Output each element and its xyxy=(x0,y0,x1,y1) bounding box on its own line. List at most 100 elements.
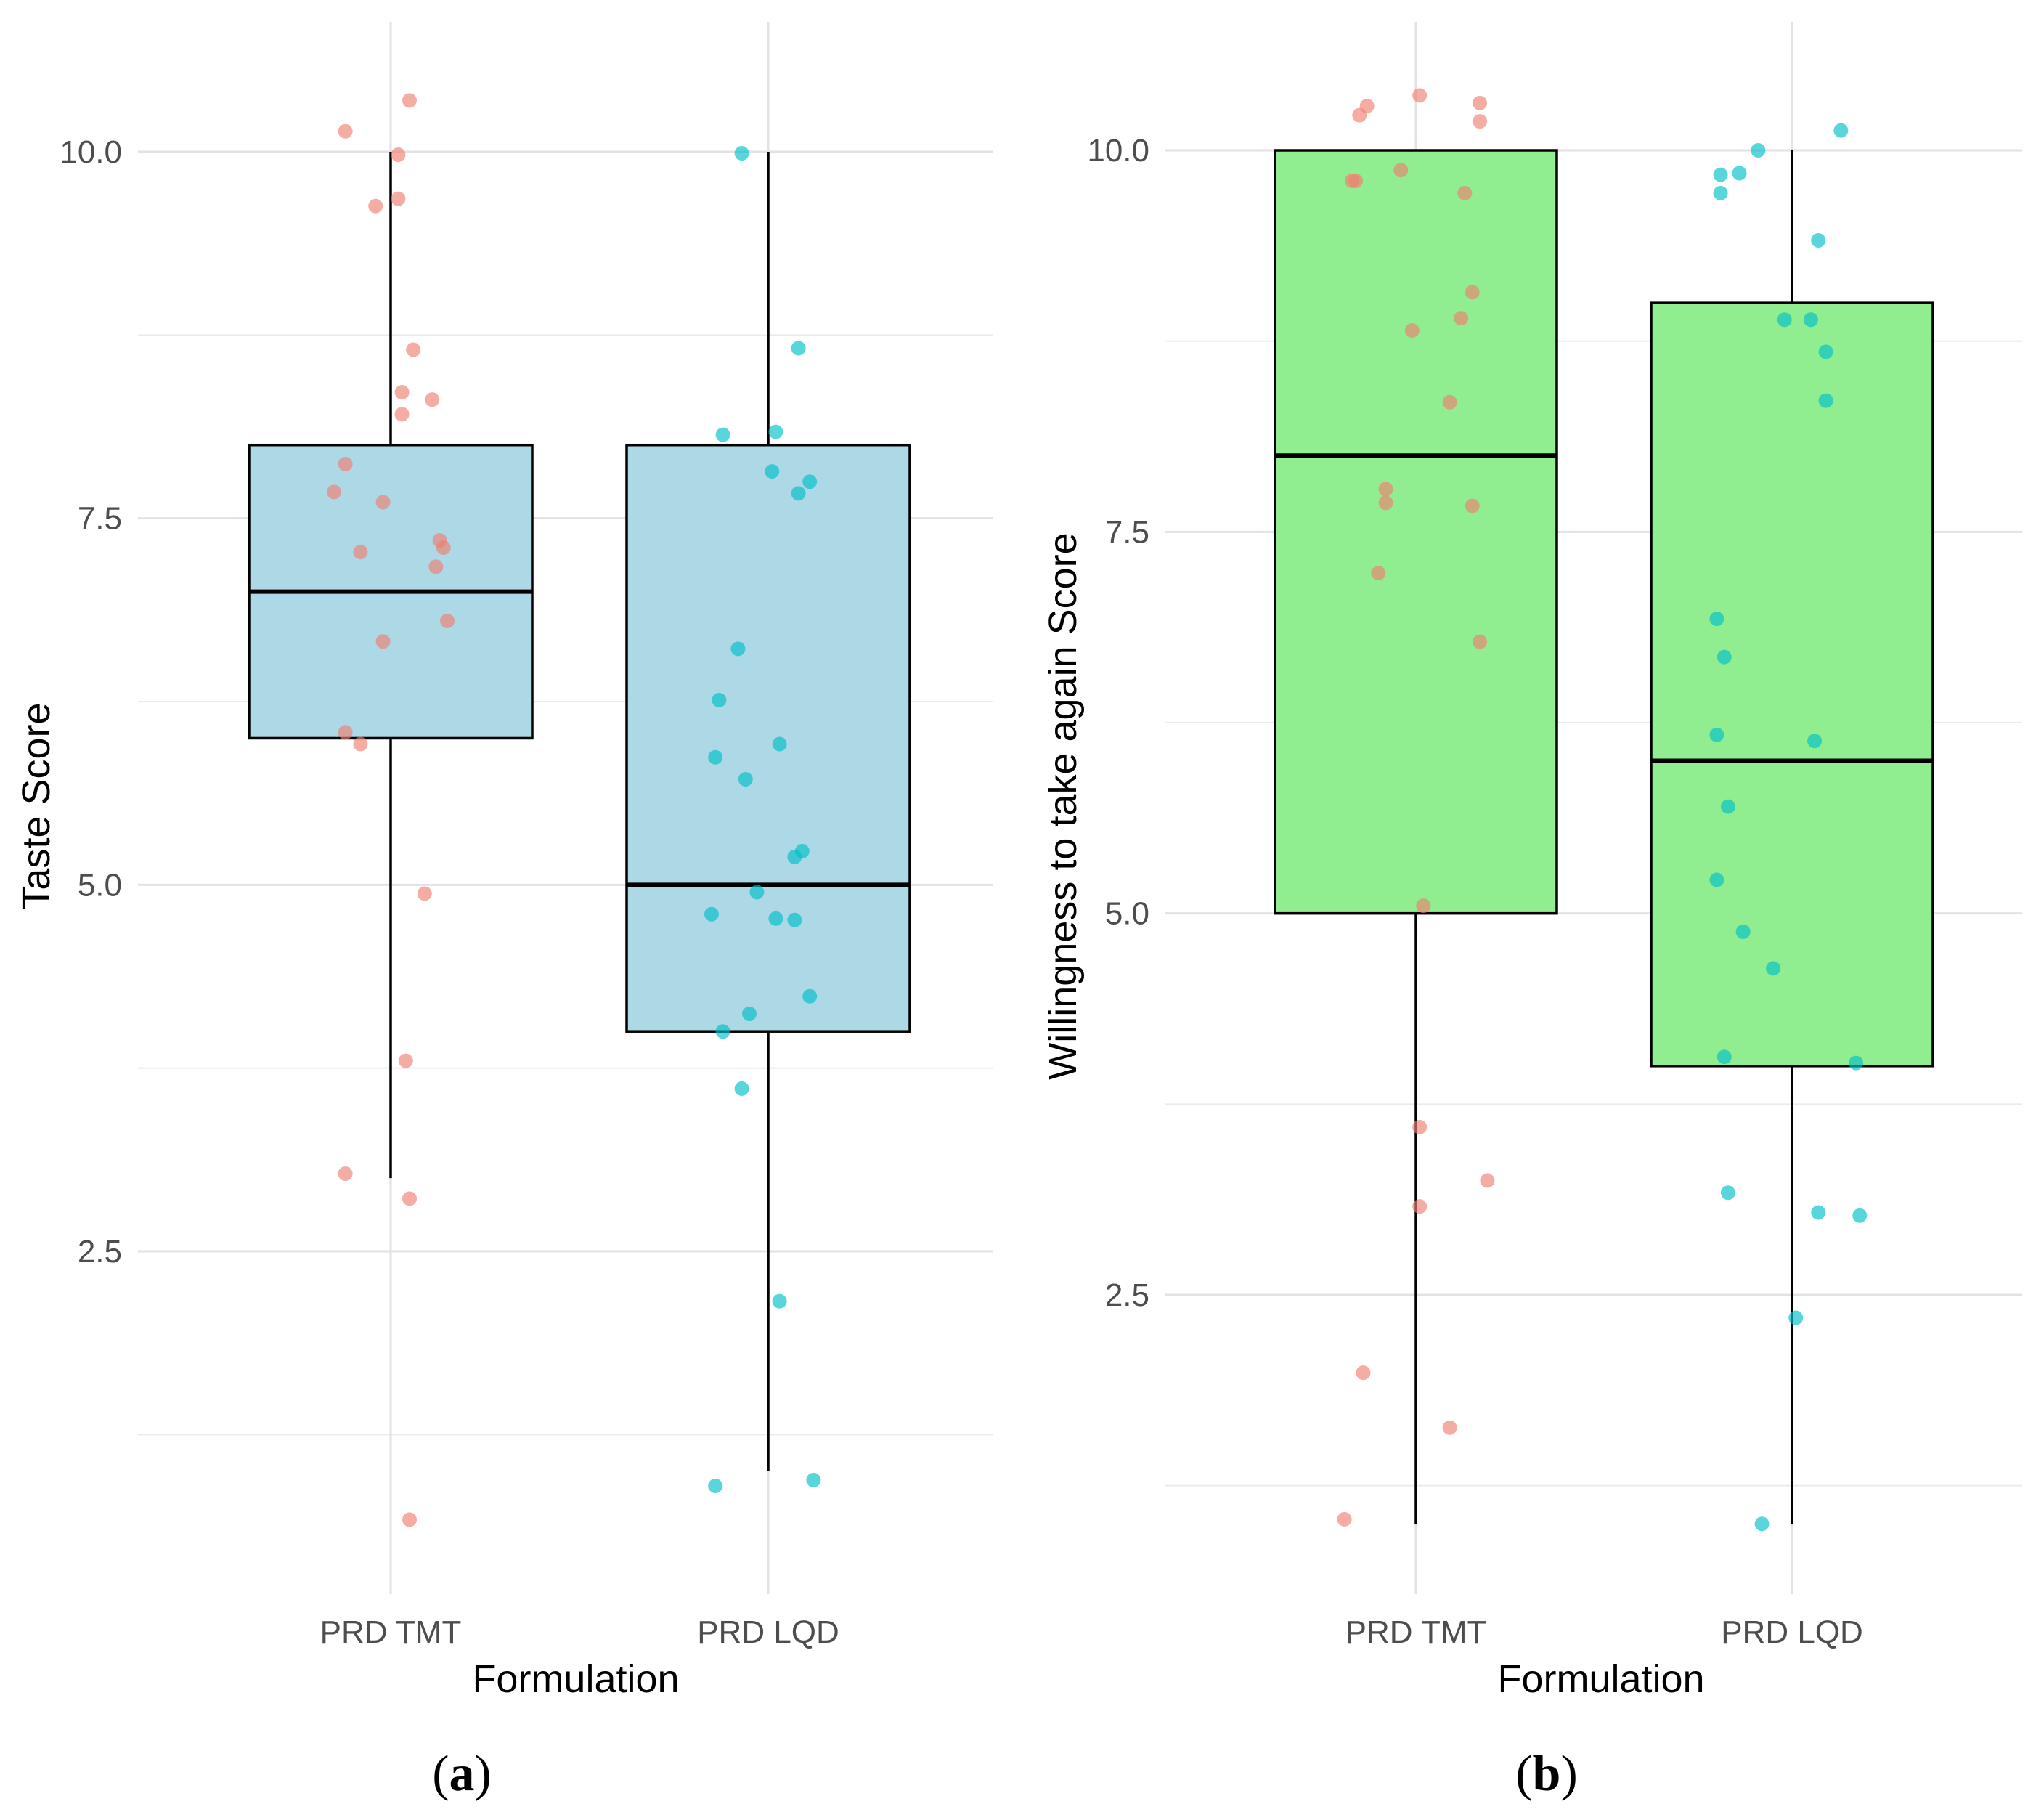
panel-a-prd-tmt-point xyxy=(338,456,353,471)
panel-a-x-axis-title: Formulation xyxy=(472,1657,679,1701)
panel-a-prd-lqd-point xyxy=(787,849,802,864)
panel-b-prd-lqd-point xyxy=(1818,344,1833,359)
panel-a-prd-lqd-point xyxy=(749,885,765,900)
panel-a-prd-lqd-point xyxy=(772,1293,787,1309)
panel-b-label: (b) xyxy=(1515,1746,1578,1802)
panel-b-prd-lqd-point xyxy=(1818,393,1833,408)
panel-a-y-tick-label: 2.5 xyxy=(78,1234,122,1269)
panel-b-prd-tmt-point xyxy=(1393,163,1409,178)
panel-b-letter: b xyxy=(1533,1746,1561,1802)
panel-a-prd-tmt-point xyxy=(394,385,410,400)
panel-a-prd-lqd-point xyxy=(772,736,787,752)
panel-b-prd-tmt-point xyxy=(1412,1199,1428,1214)
panel-a-prd-tmt-point xyxy=(398,1053,413,1068)
panel-b-prd-lqd-point xyxy=(1788,1310,1804,1325)
panel-b-prd-lqd-point xyxy=(1751,143,1766,158)
panel-a-prd-tmt-point xyxy=(428,559,444,574)
panel-b-prd-lqd-point xyxy=(1754,1516,1770,1532)
panel-a-prd-lqd-point xyxy=(791,341,806,356)
panel-a-prd-lqd-point xyxy=(708,1478,723,1493)
panel-a-prd-lqd-point xyxy=(734,1081,749,1096)
panel-b-prd-tmt-point xyxy=(1442,394,1457,410)
panel-a-taste-score: 2.5 5.0 7.5 10.0 PRD TMT PRD LQD Formulation… xyxy=(15,22,993,1802)
panel-b-y-ticks: 2.5 5.0 7.5 10.0 xyxy=(1087,133,1149,1313)
panel-a-prd-tmt-point xyxy=(353,736,368,752)
panel-a-prd-lqd-point xyxy=(715,1024,730,1039)
panel-a-prd-tmt-point xyxy=(402,1512,417,1527)
panel-a-prd-lqd-point xyxy=(704,906,719,922)
panel-a-x-tick-label: PRD LQD xyxy=(697,1614,839,1650)
panel-b-y-axis-title: Willingness to take again Score xyxy=(1041,532,1085,1079)
panel-b-y-tick-label: 10.0 xyxy=(1087,133,1149,168)
panel-b-x-tick-label: PRD TMT xyxy=(1345,1614,1487,1650)
panel-a-prd-tmt-point xyxy=(338,725,353,740)
panel-b-prd-tmt-point xyxy=(1412,88,1428,103)
panel-a-prd-tmt-point xyxy=(391,191,406,206)
panel-b-prd-lqd-point xyxy=(1709,727,1724,742)
panel-a-prd-lqd-point xyxy=(742,1006,757,1021)
panel-a-prd-tmt-point xyxy=(338,123,353,139)
panel-b-prd-tmt-point xyxy=(1416,898,1431,914)
panel-a-prd-lqd-point xyxy=(730,641,746,657)
panel-a-x-ticks: PRD TMT PRD LQD xyxy=(320,1614,839,1650)
panel-b-prd-tmt-point xyxy=(1378,482,1393,497)
panel-b-prd-lqd-point xyxy=(1852,1208,1868,1223)
panel-b-prd-lqd-point xyxy=(1732,166,1747,181)
panel-a-letter: a xyxy=(449,1746,475,1802)
panel-a-y-ticks: 2.5 5.0 7.5 10.0 xyxy=(60,134,122,1269)
panel-a-prd-lqd-point xyxy=(734,146,749,161)
panel-b-x-axis-title: Formulation xyxy=(1497,1657,1704,1701)
panel-b-prd-tmt-point xyxy=(1480,1173,1495,1188)
panel-a-prd-lqd-point xyxy=(768,911,783,926)
panel-b-prd-lqd-point xyxy=(1709,612,1724,627)
panel-a-prd-lqd-point xyxy=(791,486,806,501)
panel-b-prd-lqd-point xyxy=(1709,872,1724,887)
panel-a-prd-tmt-point xyxy=(391,147,406,163)
panel-a-prd-lqd-point xyxy=(715,427,730,442)
panel-b-prd-tmt-point xyxy=(1348,174,1364,189)
panel-b-prd-lqd-point xyxy=(1811,232,1826,248)
panel-a-prd-tmt-point xyxy=(375,634,391,649)
panel-a-prd-lqd-point xyxy=(787,912,802,927)
panel-a-y-tick-label: 10.0 xyxy=(60,134,122,170)
panel-b-y-tick-label: 5.0 xyxy=(1105,896,1149,932)
panel-a-prd-tmt-point xyxy=(327,484,341,500)
panel-b-x-ticks: PRD TMT PRD LQD xyxy=(1345,1614,1863,1650)
panel-b-prd-lqd-point xyxy=(1833,123,1849,138)
panel-a-points xyxy=(327,93,821,1527)
panel-b-prd-tmt-point xyxy=(1356,1365,1371,1381)
panel-a-prd-lqd-point xyxy=(738,771,753,787)
panel-b-prd-lqd-box xyxy=(1650,301,1934,1068)
panel-a-prd-tmt-point xyxy=(425,392,440,407)
panel-b-prd-tmt-point xyxy=(1412,1119,1428,1134)
panel-b-prd-tmt-point xyxy=(1337,1511,1352,1527)
panel-a-prd-tmt-point xyxy=(375,495,391,510)
panel-b-prd-tmt-point xyxy=(1465,285,1480,300)
panel-b-prd-lqd-point xyxy=(1803,312,1818,328)
panel-b-boxes xyxy=(1274,149,1934,1524)
panel-a-prd-tmt-point xyxy=(368,198,383,214)
panel-a-prd-tmt-point xyxy=(406,342,421,357)
panel-b-prd-lqd-point xyxy=(1777,312,1792,328)
panel-b-points xyxy=(1337,88,1868,1532)
panel-b-prd-tmt-point xyxy=(1378,495,1393,511)
panel-a-prd-lqd-point xyxy=(712,692,727,707)
panel-b-prd-lqd-point xyxy=(1720,1185,1735,1201)
panel-b-prd-tmt-point xyxy=(1473,114,1488,129)
panel-b-prd-tmt-point xyxy=(1473,634,1488,649)
panel-b-prd-lqd-point xyxy=(1713,185,1728,200)
panel-a-prd-lqd-point xyxy=(802,988,818,1004)
panel-a-prd-tmt-point xyxy=(440,613,455,628)
panel-a-label: (a) xyxy=(432,1746,492,1802)
panel-b-prd-lqd-point xyxy=(1849,1055,1864,1071)
panel-b-prd-lqd-point xyxy=(1717,649,1732,665)
panel-a-y-tick-label: 5.0 xyxy=(78,867,122,903)
panel-b-prd-tmt-point xyxy=(1359,99,1375,114)
panel-b-prd-tmt-point xyxy=(1371,566,1386,581)
panel-a-prd-lqd-point xyxy=(806,1472,821,1487)
panel-a-y-axis-title: Taste Score xyxy=(15,702,58,909)
panel-a-boxes xyxy=(248,152,911,1471)
panel-b-prd-lqd-point xyxy=(1807,734,1823,749)
panel-b-prd-tmt-point xyxy=(1457,185,1473,200)
